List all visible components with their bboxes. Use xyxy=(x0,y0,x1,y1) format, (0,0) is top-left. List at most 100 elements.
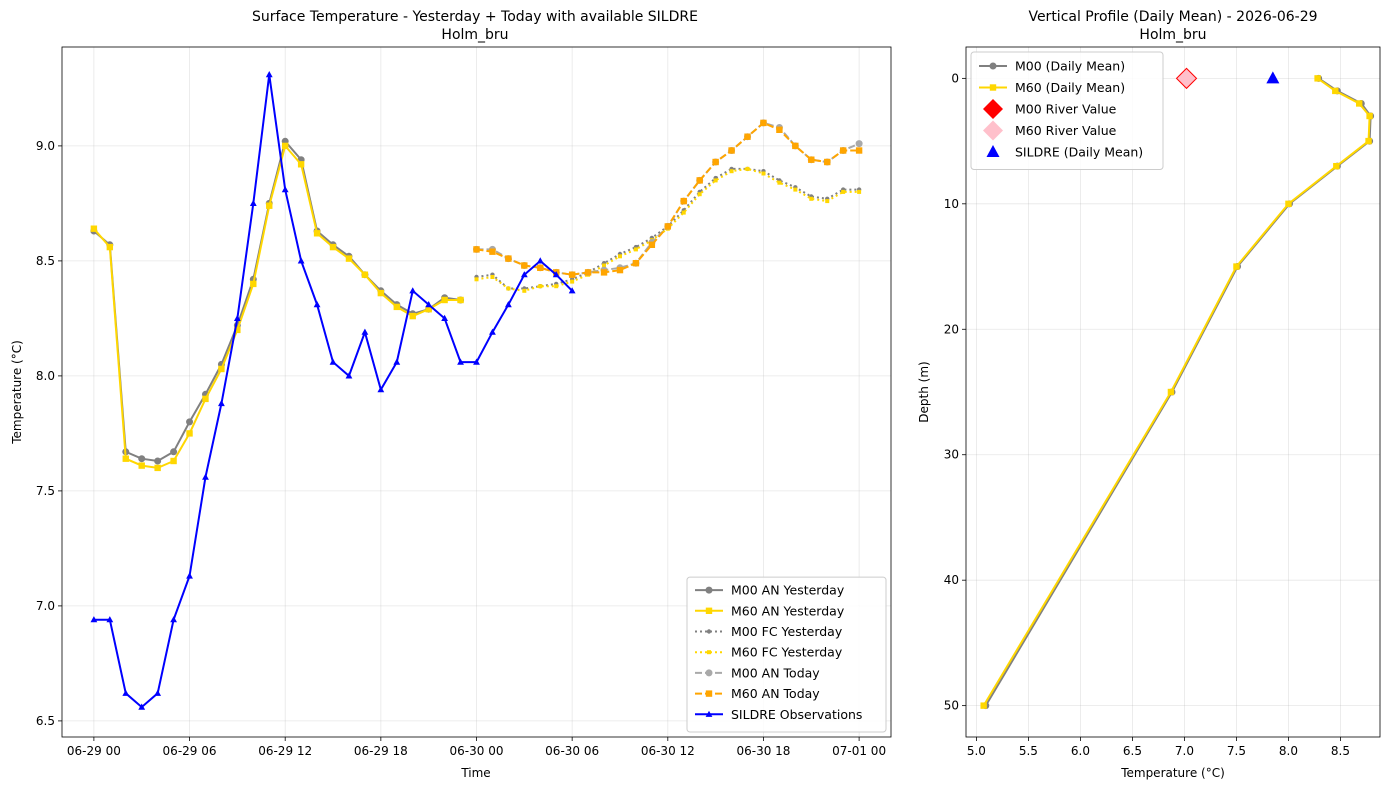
data-point xyxy=(632,260,640,267)
legend-entry: SILDRE (Daily Mean) xyxy=(986,145,1143,160)
series-sildre-observations xyxy=(90,71,576,710)
x-tick-label: 06-29 06 xyxy=(163,744,217,758)
data-point xyxy=(441,314,449,321)
data-point xyxy=(249,199,257,206)
data-point xyxy=(186,418,194,426)
data-point xyxy=(808,156,815,163)
data-point xyxy=(744,133,751,140)
data-point xyxy=(568,271,576,278)
data-point xyxy=(1285,200,1292,208)
y-tick-label: 7.0 xyxy=(36,599,55,613)
data-point xyxy=(584,269,592,276)
data-point xyxy=(824,158,831,166)
data-point xyxy=(266,202,273,209)
data-point xyxy=(617,254,622,259)
series-m60-an-today xyxy=(473,119,863,278)
legend-entry: M60 AN Today xyxy=(695,686,820,701)
data-point xyxy=(106,616,114,623)
data-point xyxy=(90,225,98,232)
x-tick-label: 6.0 xyxy=(1071,744,1090,758)
legend: M00 AN Yesterday M60 AN Yesterday M00 FC Y… xyxy=(686,576,887,733)
legend-label: M00 (Daily Mean) xyxy=(1015,59,1125,74)
legend-entry: M00 AN Today xyxy=(695,665,820,680)
data-point xyxy=(425,306,432,313)
legend-label: M60 (Daily Mean) xyxy=(1015,80,1125,95)
x-tick-label: 06-30 12 xyxy=(641,744,695,758)
data-point xyxy=(90,616,98,623)
data-point xyxy=(712,158,719,166)
y-tick-label: 7.5 xyxy=(36,484,55,498)
legend-label: M00 FC Yesterday xyxy=(731,624,843,639)
legend-label: M60 River Value xyxy=(1015,123,1117,138)
data-point xyxy=(633,247,638,252)
y-tick-label: 9.0 xyxy=(36,139,55,153)
y-tick-label: 20 xyxy=(944,322,959,336)
data-point xyxy=(489,248,496,255)
data-point xyxy=(776,126,783,133)
data-point xyxy=(106,243,114,251)
data-point xyxy=(857,189,862,194)
data-point xyxy=(202,473,209,480)
x-tick-label: 5.0 xyxy=(967,744,986,758)
legend-label: M00 AN Today xyxy=(731,665,820,680)
data-point xyxy=(138,462,145,469)
data-point xyxy=(839,147,847,154)
x-tick-label: 5.5 xyxy=(1019,744,1038,758)
data-point xyxy=(122,689,130,696)
data-point xyxy=(170,448,178,456)
legend-label: SILDRE (Daily Mean) xyxy=(1015,145,1143,160)
x-axis-label: Time xyxy=(460,766,490,780)
data-point xyxy=(1355,100,1363,107)
legend-swatch-marker xyxy=(705,669,713,677)
data-point xyxy=(522,288,527,293)
x-axis-ticks: 5.0 5.5 6.0 6.5 7.0 7.5 8.0 8.5 xyxy=(967,737,1350,758)
legend: M00 (Daily Mean) M60 (Daily Mean) M00 Rive… xyxy=(970,51,1164,170)
data-point xyxy=(297,161,305,168)
x-tick-label: 7.0 xyxy=(1175,744,1194,758)
chart-subtitle: Holm_bru xyxy=(441,27,508,43)
data-point xyxy=(696,177,703,184)
x-tick-label: 8.5 xyxy=(1331,744,1350,758)
data-point xyxy=(186,430,193,437)
data-point xyxy=(1366,112,1373,120)
legend-entry: M60 FC Yesterday xyxy=(695,645,843,660)
y-tick-label: 8.5 xyxy=(36,254,55,268)
plot-series xyxy=(90,71,863,710)
data-point xyxy=(425,301,433,308)
data-point xyxy=(441,296,448,304)
legend-swatch-marker xyxy=(989,62,997,70)
data-point xyxy=(218,399,225,407)
y-tick-label: 40 xyxy=(944,573,959,587)
data-point xyxy=(377,386,385,393)
y-axis-ticks: 0 10 20 30 40 50 xyxy=(944,71,966,713)
data-point xyxy=(570,279,575,284)
y-axis-ticks: 6.5 7.0 7.5 8.0 8.5 9.0 xyxy=(36,139,62,728)
legend-swatch-marker xyxy=(705,710,713,717)
data-point xyxy=(265,71,273,78)
data-point xyxy=(616,266,624,274)
legend-entry: SILDRE Observations xyxy=(695,707,862,722)
y-tick-label: 8.0 xyxy=(36,369,55,383)
legend-entry: M60 River Value xyxy=(983,120,1117,141)
data-point xyxy=(1266,71,1280,84)
data-point xyxy=(713,178,718,183)
data-point xyxy=(186,572,193,579)
data-point xyxy=(1175,67,1198,90)
y-axis-label: Temperature (°C) xyxy=(10,340,24,445)
legend-label: M60 AN Today xyxy=(731,686,820,701)
data-point xyxy=(234,326,241,334)
x-axis-ticks: 06-29 00 06-29 06 06-29 12 06-29 18 06-30 00… xyxy=(67,737,886,758)
data-point xyxy=(745,166,750,171)
series-line xyxy=(982,77,1371,707)
y-axis-label: Depth (m) xyxy=(917,361,931,422)
data-point xyxy=(377,289,385,297)
data-point xyxy=(793,187,798,192)
data-point xyxy=(792,142,799,150)
data-point xyxy=(154,689,162,696)
legend-entry: M00 River Value xyxy=(983,99,1117,119)
legend-entry: M00 (Daily Mean) xyxy=(979,59,1125,74)
x-tick-label: 8.0 xyxy=(1279,744,1298,758)
data-point xyxy=(504,301,512,308)
data-point xyxy=(313,230,321,237)
